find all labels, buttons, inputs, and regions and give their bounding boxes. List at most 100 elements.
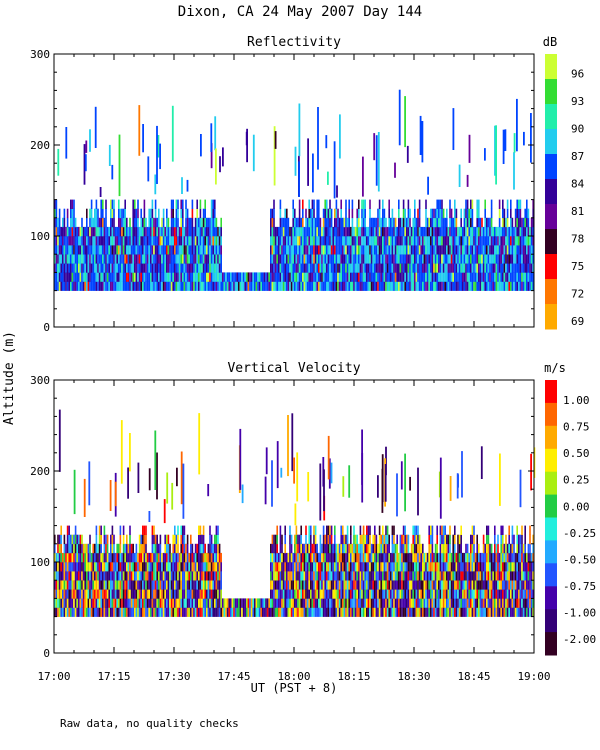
data-cell bbox=[137, 254, 139, 264]
data-cell bbox=[530, 281, 533, 291]
data-cell bbox=[529, 562, 531, 572]
data-cell bbox=[385, 245, 387, 255]
colorbar-swatch bbox=[545, 229, 557, 255]
data-cell bbox=[81, 226, 83, 237]
data-cell bbox=[494, 125, 496, 176]
data-cell bbox=[519, 543, 522, 554]
data-cell bbox=[489, 543, 491, 554]
data-cell bbox=[95, 226, 98, 237]
data-cell bbox=[180, 607, 182, 617]
data-cell bbox=[396, 543, 398, 554]
data-cell bbox=[294, 254, 296, 264]
data-cell bbox=[132, 199, 134, 209]
data-cell bbox=[95, 217, 98, 228]
data-cell bbox=[170, 272, 173, 282]
data-cell bbox=[468, 562, 470, 572]
data-cell bbox=[460, 562, 462, 572]
data-cell bbox=[378, 580, 381, 590]
data-cell bbox=[369, 571, 371, 581]
data-cell bbox=[134, 199, 136, 209]
data-cell bbox=[63, 589, 66, 599]
data-cell bbox=[417, 562, 419, 572]
data-cell bbox=[174, 543, 176, 554]
data-cell bbox=[60, 525, 62, 535]
data-cell bbox=[367, 245, 370, 255]
data-cell bbox=[191, 562, 194, 572]
data-cell bbox=[492, 580, 494, 590]
data-cell bbox=[58, 598, 61, 608]
data-cell bbox=[439, 525, 442, 535]
data-cell bbox=[471, 263, 474, 273]
data-cell bbox=[183, 272, 186, 282]
data-cell bbox=[302, 598, 304, 608]
data-cell bbox=[202, 552, 205, 563]
data-cell bbox=[191, 226, 194, 237]
data-cell bbox=[305, 598, 307, 608]
data-cell bbox=[74, 226, 77, 237]
data-cell bbox=[73, 226, 75, 237]
data-cell bbox=[138, 281, 141, 291]
data-cell bbox=[399, 226, 402, 237]
data-cell bbox=[412, 543, 414, 554]
data-cell bbox=[500, 598, 502, 608]
data-cell bbox=[417, 254, 419, 264]
data-cell bbox=[396, 226, 398, 237]
data-cell bbox=[159, 571, 162, 581]
data-cell bbox=[330, 543, 333, 554]
data-cell bbox=[458, 263, 461, 273]
data-cell bbox=[310, 543, 312, 554]
data-cell bbox=[65, 589, 67, 599]
data-cell bbox=[71, 534, 74, 545]
data-cell bbox=[98, 525, 101, 535]
data-cell bbox=[87, 263, 90, 273]
data-cell bbox=[311, 217, 314, 228]
data-cell bbox=[198, 552, 200, 563]
data-cell bbox=[353, 562, 355, 572]
data-cell bbox=[527, 217, 530, 228]
data-cell bbox=[436, 598, 438, 608]
data-cell bbox=[116, 552, 118, 563]
data-cell bbox=[346, 217, 349, 228]
data-cell bbox=[94, 236, 96, 246]
data-cell bbox=[407, 272, 410, 282]
data-cell bbox=[382, 571, 384, 581]
colorbar-tick-label: 72 bbox=[571, 287, 584, 300]
data-cell bbox=[412, 254, 414, 264]
data-cell bbox=[111, 281, 114, 291]
data-cell bbox=[503, 580, 506, 590]
data-cell bbox=[518, 217, 520, 228]
data-cell bbox=[431, 254, 434, 264]
data-cell bbox=[470, 245, 472, 255]
data-cell bbox=[79, 263, 82, 273]
data-cell bbox=[337, 580, 339, 590]
data-cell bbox=[492, 281, 494, 291]
data-cell bbox=[439, 534, 442, 545]
data-cell bbox=[198, 562, 200, 572]
data-cell bbox=[198, 598, 200, 608]
data-cell bbox=[153, 534, 155, 545]
data-cell bbox=[119, 589, 122, 599]
data-cell bbox=[482, 263, 485, 273]
data-cell bbox=[102, 217, 104, 228]
data-cell bbox=[401, 245, 403, 255]
data-cell bbox=[129, 525, 131, 535]
data-cell bbox=[481, 580, 483, 590]
data-cell bbox=[529, 598, 531, 608]
data-cell bbox=[284, 281, 286, 291]
data-cell bbox=[262, 598, 264, 608]
data-cell bbox=[281, 226, 283, 237]
data-cell bbox=[276, 571, 278, 581]
data-cell bbox=[466, 254, 469, 264]
data-cell bbox=[362, 272, 365, 282]
data-cell bbox=[298, 580, 301, 590]
data-cell bbox=[343, 543, 346, 554]
data-cell bbox=[385, 272, 387, 282]
data-cell bbox=[74, 281, 77, 291]
data-cell bbox=[463, 217, 466, 228]
data-cell bbox=[362, 580, 365, 590]
data-cell bbox=[178, 226, 181, 237]
data-cell bbox=[356, 208, 358, 219]
data-cell bbox=[270, 254, 272, 264]
data-cell bbox=[468, 208, 470, 219]
